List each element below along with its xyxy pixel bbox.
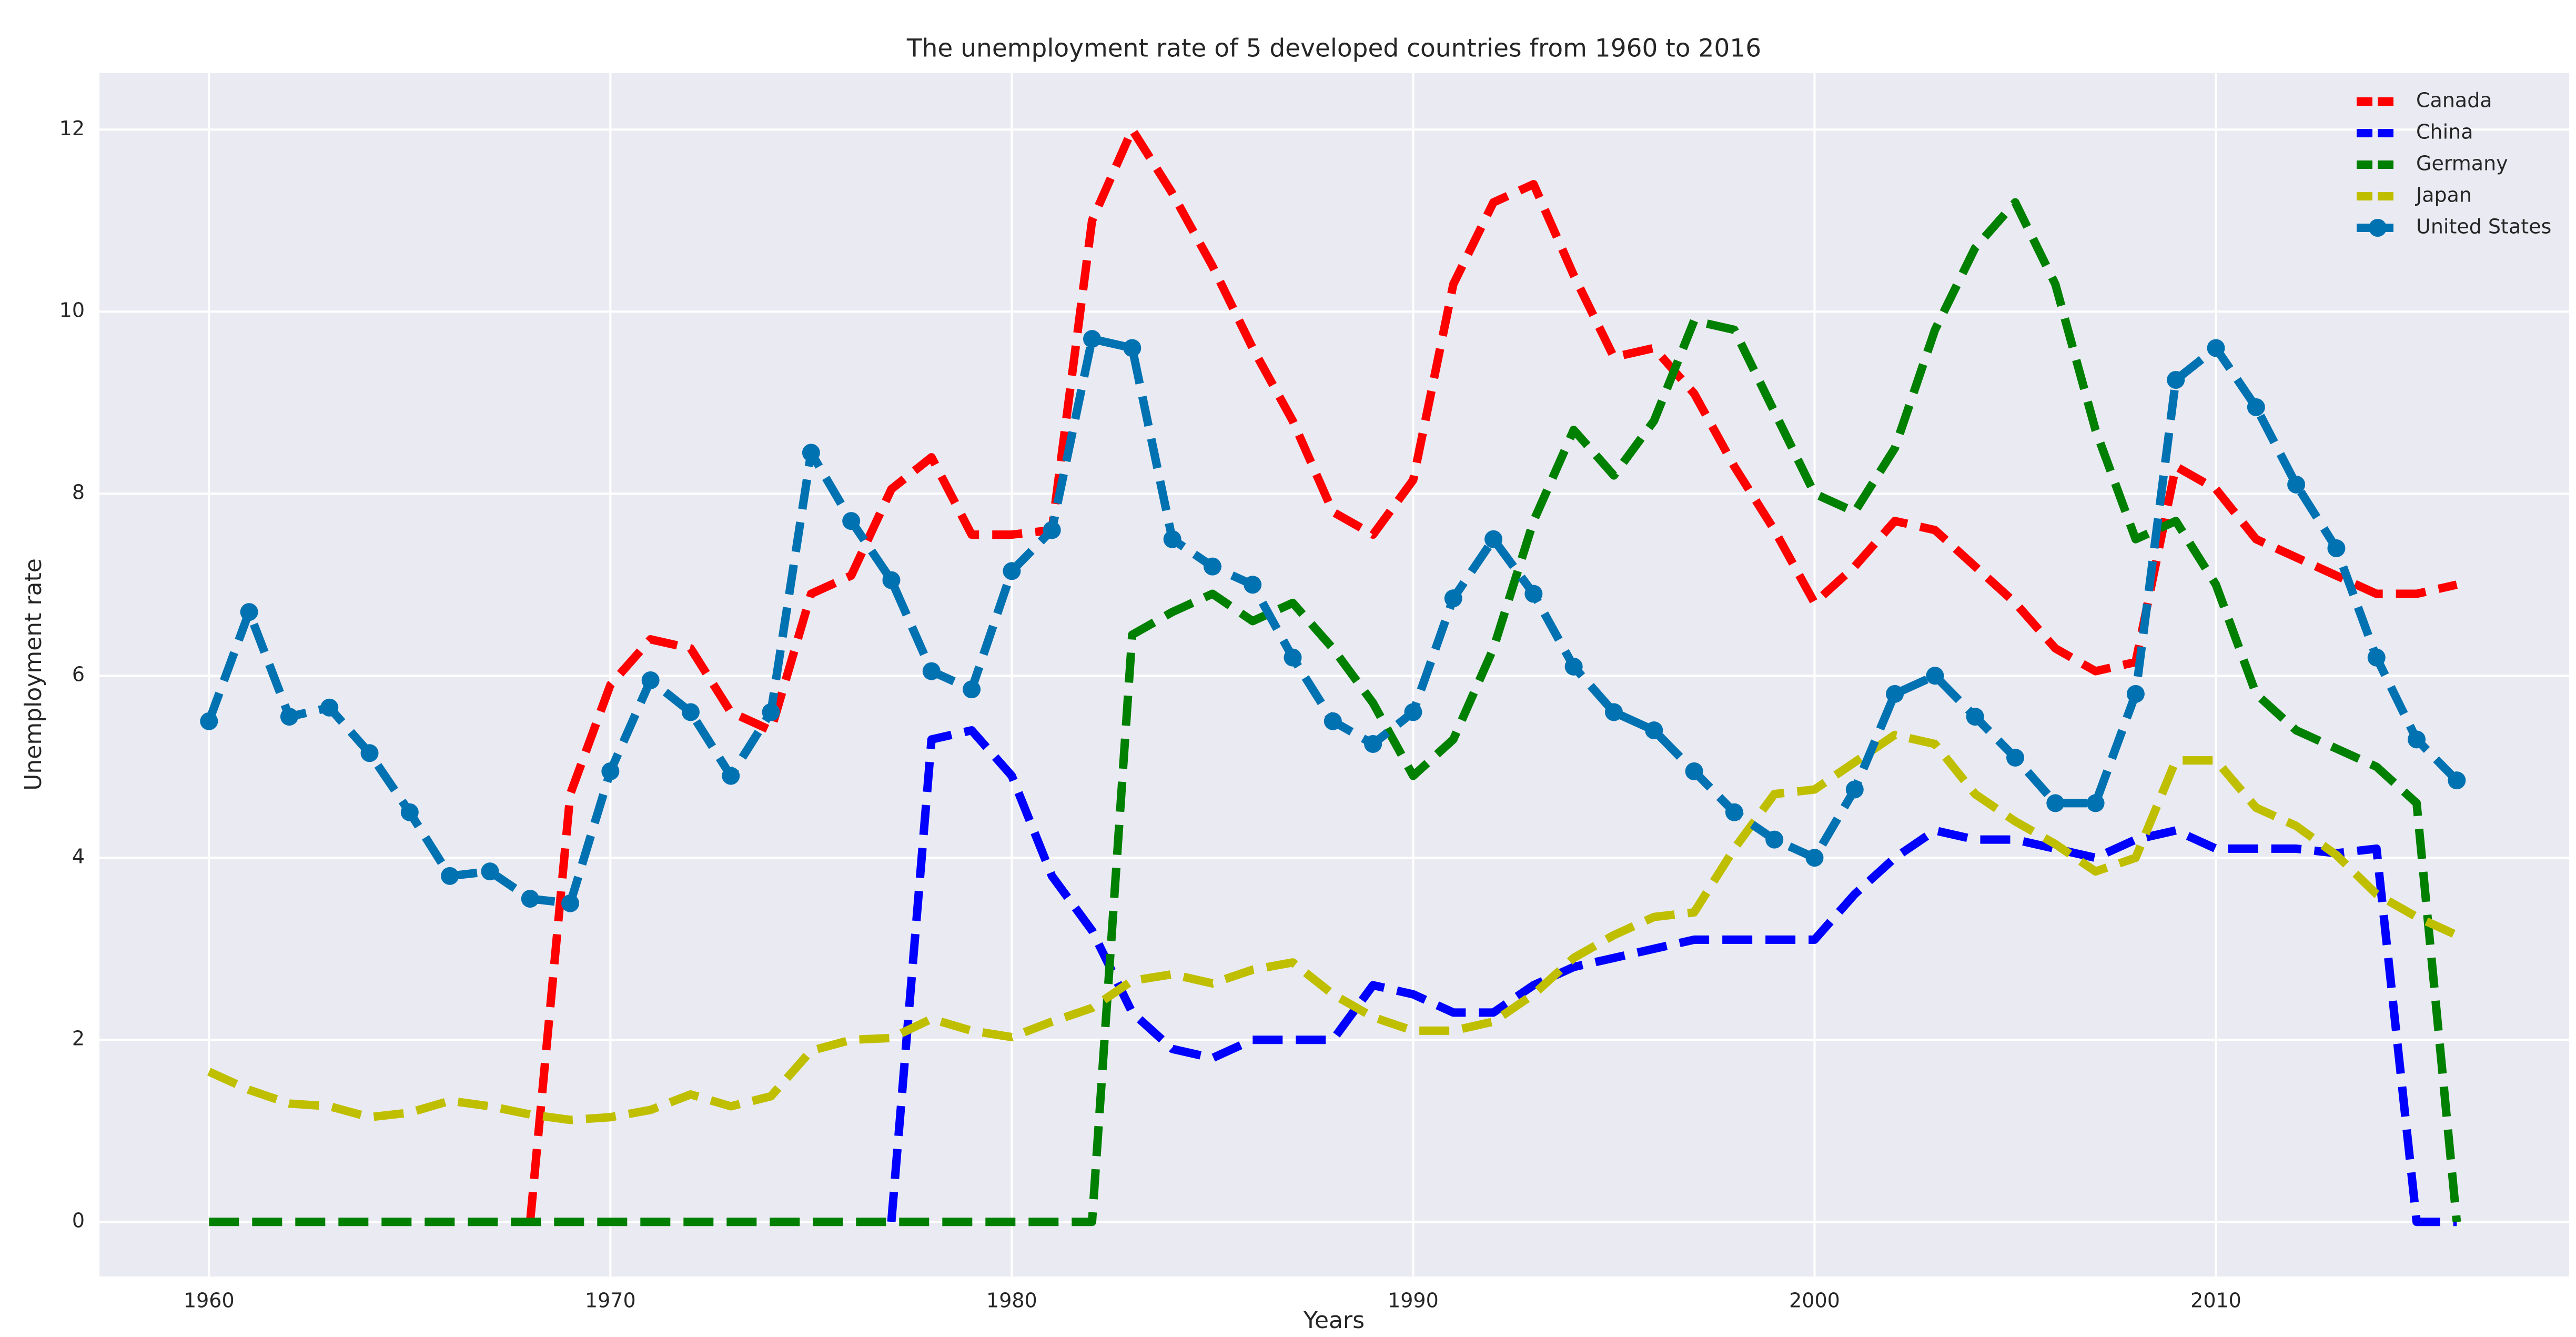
y-tick-label: 2 xyxy=(72,1027,85,1050)
data-point xyxy=(1244,576,1262,594)
data-point xyxy=(2086,794,2105,812)
data-point xyxy=(1364,735,1382,753)
data-point xyxy=(2006,748,2025,767)
data-point xyxy=(1524,585,1543,603)
data-point xyxy=(1845,780,1864,799)
data-point xyxy=(561,894,580,912)
data-point xyxy=(641,671,660,689)
data-point xyxy=(280,708,298,726)
series-line xyxy=(887,726,2457,1227)
y-axis-label: Unemployment rate xyxy=(20,558,47,791)
data-point xyxy=(400,803,419,821)
legend-label: United States xyxy=(2416,215,2551,238)
y-tick-label: 8 xyxy=(72,481,85,504)
data-point xyxy=(1284,648,1302,667)
data-point xyxy=(1043,521,1061,539)
data-point xyxy=(360,744,379,762)
data-point xyxy=(922,662,941,680)
data-point xyxy=(1123,339,1141,357)
data-point xyxy=(200,712,218,730)
y-tick-label: 6 xyxy=(72,663,85,686)
chart-title: The unemployment rate of 5 developed cou… xyxy=(906,34,1761,63)
x-tick-label: 1960 xyxy=(184,1289,235,1312)
y-tick-label: 12 xyxy=(59,117,85,140)
data-point xyxy=(2247,398,2265,416)
data-point xyxy=(2126,685,2145,703)
legend-label: China xyxy=(2416,120,2473,144)
data-point xyxy=(1444,589,1462,608)
data-point xyxy=(1324,712,1342,730)
x-axis-label: Years xyxy=(1303,1307,1365,1334)
legend-label: Japan xyxy=(2415,184,2472,207)
data-point xyxy=(320,698,339,717)
data-point xyxy=(2287,475,2306,494)
data-point xyxy=(882,571,901,589)
data-point xyxy=(1203,557,1221,576)
data-point xyxy=(1604,703,1623,721)
data-point xyxy=(1725,803,1743,821)
data-point xyxy=(1003,562,1021,580)
series-line xyxy=(209,198,2461,1227)
x-tick-label: 1970 xyxy=(585,1289,636,1312)
data-point xyxy=(1163,530,1181,548)
data-point xyxy=(1564,657,1583,676)
data-point xyxy=(2207,339,2225,357)
data-point xyxy=(2448,771,2466,790)
series-line xyxy=(207,730,2459,1124)
legend-label: Germany xyxy=(2416,152,2508,175)
data-point xyxy=(1765,830,1784,849)
x-tick-label: 1980 xyxy=(986,1289,1037,1312)
data-point xyxy=(601,762,620,780)
data-point xyxy=(1926,667,1944,685)
data-point xyxy=(762,703,780,721)
data-point xyxy=(1404,703,1422,721)
legend-label: Canada xyxy=(2416,89,2492,112)
data-point xyxy=(722,767,740,785)
x-tick-label: 2000 xyxy=(1789,1289,1840,1312)
data-point xyxy=(1886,685,1904,703)
x-tick-label: 1990 xyxy=(1388,1289,1439,1312)
y-tick-label: 4 xyxy=(72,845,85,868)
data-point xyxy=(1484,530,1503,548)
data-point xyxy=(1645,721,1663,740)
data-point xyxy=(441,867,459,885)
legend-marker xyxy=(2369,219,2387,237)
data-point xyxy=(1966,708,1984,726)
x-tick-label: 2010 xyxy=(2190,1289,2241,1312)
data-point xyxy=(842,512,861,530)
data-point xyxy=(1083,330,1102,348)
data-point xyxy=(1685,762,1703,780)
data-point xyxy=(2046,794,2065,812)
data-point xyxy=(481,862,499,881)
y-tick-label: 0 xyxy=(72,1209,85,1232)
data-point xyxy=(802,444,820,462)
y-tick-label: 10 xyxy=(59,299,85,322)
data-point xyxy=(2408,730,2426,749)
data-point xyxy=(240,603,258,621)
data-point xyxy=(963,680,981,699)
data-point xyxy=(521,890,539,908)
data-point xyxy=(2327,539,2346,558)
data-point xyxy=(2367,648,2386,667)
data-point xyxy=(681,703,700,721)
data-point xyxy=(1805,849,1824,867)
data-point xyxy=(2167,370,2185,389)
